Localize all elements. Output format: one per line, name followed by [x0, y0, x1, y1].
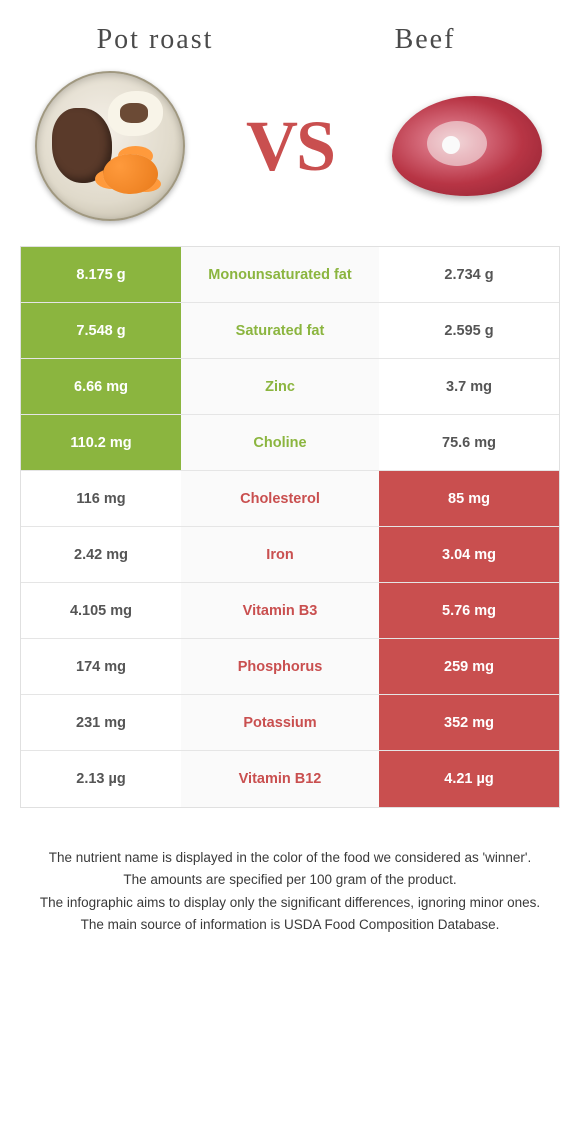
table-row: 231 mgPotassium352 mg: [21, 695, 559, 751]
footnotes: The nutrient name is displayed in the co…: [0, 808, 580, 967]
nutrient-label: Saturated fat: [181, 303, 379, 358]
right-value: 75.6 mg: [379, 415, 559, 470]
beef-steak-icon: [387, 86, 552, 206]
table-row: 8.175 gMonounsaturated fat2.734 g: [21, 247, 559, 303]
right-value: 259 mg: [379, 639, 559, 694]
right-value: 85 mg: [379, 471, 559, 526]
left-value: 110.2 mg: [21, 415, 181, 470]
left-value: 116 mg: [21, 471, 181, 526]
nutrient-label: Zinc: [181, 359, 379, 414]
table-row: 4.105 mgVitamin B35.76 mg: [21, 583, 559, 639]
nutrient-label: Cholesterol: [181, 471, 379, 526]
nutrient-label: Vitamin B3: [181, 583, 379, 638]
footnote-line: The amounts are specified per 100 gram o…: [30, 870, 550, 890]
header: Pot roast Beef: [0, 0, 580, 66]
table-row: 2.13 µgVitamin B124.21 µg: [21, 751, 559, 807]
left-value: 2.42 mg: [21, 527, 181, 582]
left-value: 4.105 mg: [21, 583, 181, 638]
left-value: 6.66 mg: [21, 359, 181, 414]
right-value: 2.595 g: [379, 303, 559, 358]
table-row: 174 mgPhosphorus259 mg: [21, 639, 559, 695]
nutrient-label: Potassium: [181, 695, 379, 750]
nutrient-label: Choline: [181, 415, 379, 470]
right-value: 352 mg: [379, 695, 559, 750]
left-value: 174 mg: [21, 639, 181, 694]
right-value: 4.21 µg: [379, 751, 559, 807]
table-row: 110.2 mgCholine75.6 mg: [21, 415, 559, 471]
right-value: 3.7 mg: [379, 359, 559, 414]
table-row: 6.66 mgZinc3.7 mg: [21, 359, 559, 415]
nutrient-label: Vitamin B12: [181, 751, 379, 807]
comparison-table: 8.175 gMonounsaturated fat2.734 g7.548 g…: [20, 246, 560, 808]
nutrient-label: Phosphorus: [181, 639, 379, 694]
left-food-title: Pot roast: [20, 24, 290, 56]
table-row: 2.42 mgIron3.04 mg: [21, 527, 559, 583]
left-food-image: [20, 76, 200, 216]
table-row: 7.548 gSaturated fat2.595 g: [21, 303, 559, 359]
left-value: 231 mg: [21, 695, 181, 750]
nutrient-label: Monounsaturated fat: [181, 247, 379, 302]
left-value: 2.13 µg: [21, 751, 181, 807]
footnote-line: The nutrient name is displayed in the co…: [30, 848, 550, 868]
right-value: 2.734 g: [379, 247, 559, 302]
pot-roast-plate-icon: [35, 71, 185, 221]
left-value: 7.548 g: [21, 303, 181, 358]
vs-label: VS: [246, 105, 334, 188]
right-food-image: [380, 76, 560, 216]
right-food-title: Beef: [290, 24, 560, 56]
nutrient-label: Iron: [181, 527, 379, 582]
footnote-line: The infographic aims to display only the…: [30, 893, 550, 913]
right-value: 5.76 mg: [379, 583, 559, 638]
right-value: 3.04 mg: [379, 527, 559, 582]
footnote-line: The main source of information is USDA F…: [30, 915, 550, 935]
table-row: 116 mgCholesterol85 mg: [21, 471, 559, 527]
images-row: VS: [0, 66, 580, 246]
left-value: 8.175 g: [21, 247, 181, 302]
